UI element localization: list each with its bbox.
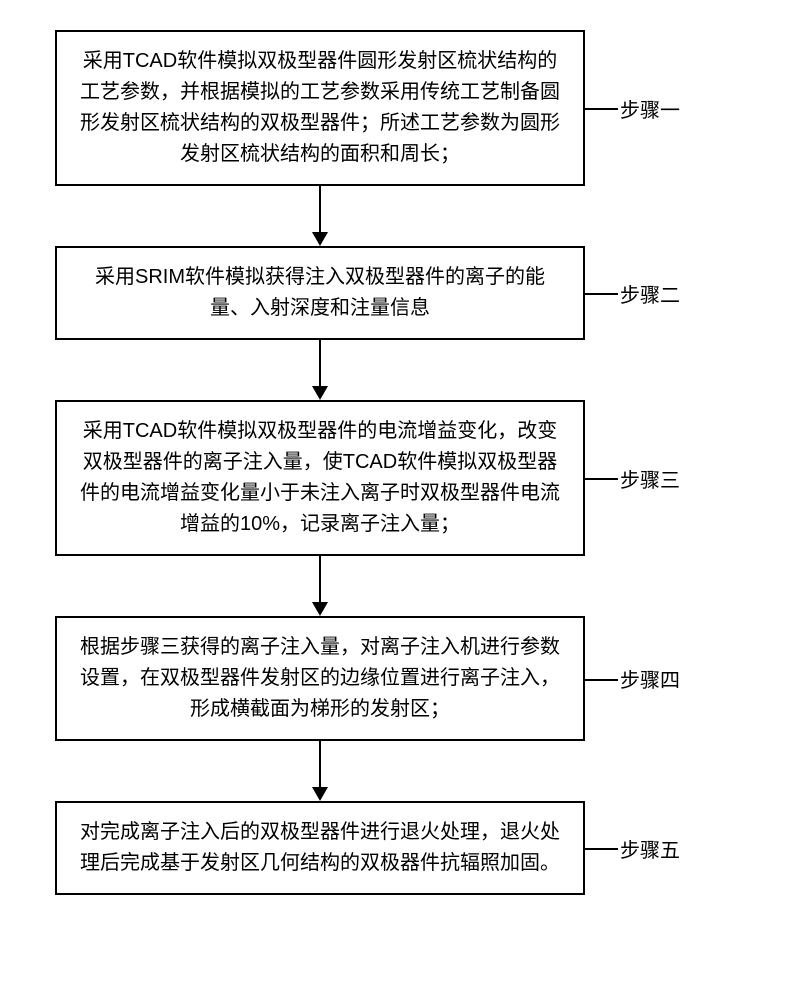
step-label-2: 步骤二 <box>620 279 680 308</box>
step-label-text: 步骤二 <box>620 285 680 307</box>
step-box-1: 采用TCAD软件模拟双极型器件圆形发射区梳状结构的工艺参数，并根据模拟的工艺参数… <box>55 30 585 186</box>
step-label-text: 步骤一 <box>620 100 680 122</box>
step-row: 对完成离子注入后的双极型器件进行退火处理，退火处理后完成基于发射区几何结构的双极… <box>55 801 735 895</box>
label-connector <box>585 293 618 295</box>
arrow-1 <box>55 186 585 246</box>
arrow-head-icon <box>312 386 328 400</box>
arrow-line <box>319 340 321 388</box>
step-box-3: 采用TCAD软件模拟双极型器件的电流增益变化，改变双极型器件的离子注入量，使TC… <box>55 400 585 556</box>
arrow-2 <box>55 340 585 400</box>
step-text: 采用TCAD软件模拟双极型器件的电流增益变化，改变双极型器件的离子注入量，使TC… <box>80 420 560 535</box>
step-label-text: 步骤四 <box>620 670 680 692</box>
step-text: 采用SRIM软件模拟获得注入双极型器件的离子的能量、入射深度和注量信息 <box>95 266 545 319</box>
label-connector <box>585 108 618 110</box>
flowchart-container: 采用TCAD软件模拟双极型器件圆形发射区梳状结构的工艺参数，并根据模拟的工艺参数… <box>55 30 735 895</box>
step-row: 采用TCAD软件模拟双极型器件的电流增益变化，改变双极型器件的离子注入量，使TC… <box>55 400 735 556</box>
step-box-4: 根据步骤三获得的离子注入量，对离子注入机进行参数设置，在双极型器件发射区的边缘位… <box>55 616 585 741</box>
label-connector <box>585 478 618 480</box>
step-label-text: 步骤三 <box>620 470 680 492</box>
label-connector <box>585 848 618 850</box>
label-connector <box>585 679 618 681</box>
step-row: 采用SRIM软件模拟获得注入双极型器件的离子的能量、入射深度和注量信息 步骤二 <box>55 246 735 340</box>
step-box-2: 采用SRIM软件模拟获得注入双极型器件的离子的能量、入射深度和注量信息 <box>55 246 585 340</box>
arrow-line <box>319 556 321 604</box>
arrow-line <box>319 741 321 789</box>
step-label-3: 步骤三 <box>620 464 680 493</box>
step-label-text: 步骤五 <box>620 840 680 862</box>
step-text: 采用TCAD软件模拟双极型器件圆形发射区梳状结构的工艺参数，并根据模拟的工艺参数… <box>80 50 560 165</box>
step-text: 对完成离子注入后的双极型器件进行退火处理，退火处理后完成基于发射区几何结构的双极… <box>80 821 560 874</box>
arrow-head-icon <box>312 232 328 246</box>
arrow-3 <box>55 556 585 616</box>
step-text: 根据步骤三获得的离子注入量，对离子注入机进行参数设置，在双极型器件发射区的边缘位… <box>80 636 560 720</box>
step-row: 根据步骤三获得的离子注入量，对离子注入机进行参数设置，在双极型器件发射区的边缘位… <box>55 616 735 741</box>
step-label-5: 步骤五 <box>620 834 680 863</box>
arrow-head-icon <box>312 602 328 616</box>
step-row: 采用TCAD软件模拟双极型器件圆形发射区梳状结构的工艺参数，并根据模拟的工艺参数… <box>55 30 735 186</box>
arrow-head-icon <box>312 787 328 801</box>
arrow-line <box>319 186 321 234</box>
step-box-5: 对完成离子注入后的双极型器件进行退火处理，退火处理后完成基于发射区几何结构的双极… <box>55 801 585 895</box>
step-label-1: 步骤一 <box>620 94 680 123</box>
step-label-4: 步骤四 <box>620 664 680 693</box>
arrow-4 <box>55 741 585 801</box>
